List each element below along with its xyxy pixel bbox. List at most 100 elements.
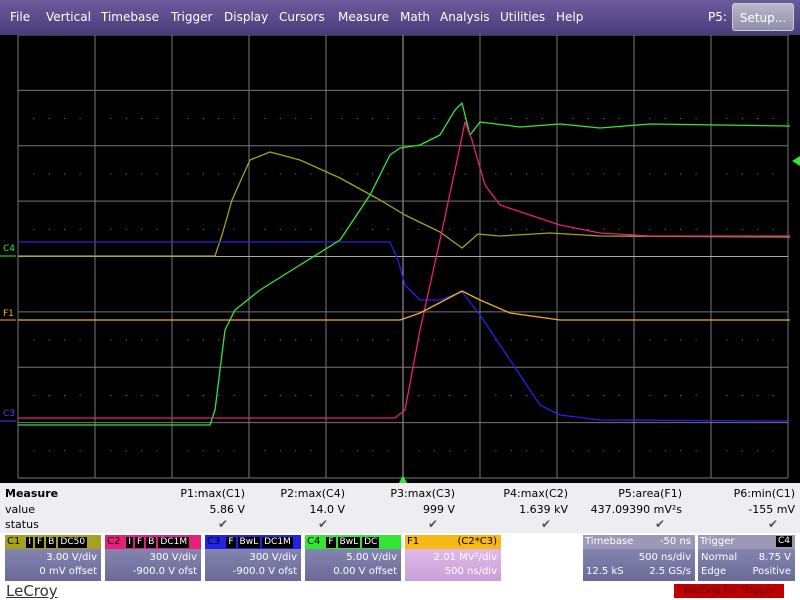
grid-dot bbox=[587, 173, 589, 175]
grid-dot bbox=[418, 118, 420, 120]
grid-dot bbox=[310, 450, 312, 452]
grid-dot bbox=[264, 339, 266, 341]
menu-item[interactable]: File bbox=[10, 10, 31, 24]
grid-dot bbox=[587, 339, 589, 341]
channel-name: C1 bbox=[7, 536, 21, 547]
grid-dot bbox=[603, 394, 605, 396]
grid-dot bbox=[64, 339, 66, 341]
timebase-scale: 500 ns/div bbox=[638, 552, 691, 563]
grid-dot bbox=[757, 118, 759, 120]
grid-dot bbox=[680, 339, 682, 341]
grid-dot bbox=[141, 228, 143, 230]
grid-dot bbox=[664, 394, 666, 396]
grid-dot bbox=[695, 394, 697, 396]
grid-dot bbox=[110, 394, 112, 396]
grid-dot bbox=[664, 118, 666, 120]
grid-dot bbox=[664, 450, 666, 452]
grid-dot bbox=[541, 339, 543, 341]
grid-dot bbox=[418, 228, 420, 230]
grid-dot bbox=[757, 173, 759, 175]
grid-dot bbox=[341, 118, 343, 120]
param-value: 5.86 V bbox=[209, 503, 245, 516]
menu-item[interactable]: Help bbox=[556, 10, 584, 24]
grid-dot bbox=[79, 228, 81, 230]
menu-item[interactable]: Timebase bbox=[101, 10, 159, 24]
setup-button[interactable]: Setup... bbox=[732, 3, 794, 31]
channel-descriptor[interactable]: C4 F BwL DC 5.00 V/div 0.00 V offset bbox=[305, 535, 401, 581]
grid-dot bbox=[433, 339, 435, 341]
grid-dot bbox=[310, 228, 312, 230]
grid-dot bbox=[772, 394, 774, 396]
grid-dot bbox=[680, 228, 682, 230]
grid-dot bbox=[387, 339, 389, 341]
menu-item[interactable]: Cursors bbox=[279, 10, 325, 24]
grid-dot bbox=[33, 450, 35, 452]
channel-header: C3 F BwL DC1M bbox=[205, 535, 301, 549]
menu-item[interactable]: Measure bbox=[338, 10, 389, 24]
grid-dot bbox=[125, 173, 127, 175]
channel-tag: DC bbox=[362, 537, 380, 548]
menu-item[interactable]: Analysis bbox=[440, 10, 490, 24]
grid-dot bbox=[356, 339, 358, 341]
marker-c3: C3 bbox=[3, 409, 15, 419]
grid-dot bbox=[618, 339, 620, 341]
grid-dot bbox=[449, 394, 451, 396]
grid-dot bbox=[125, 228, 127, 230]
marker-c4: C4 bbox=[3, 244, 15, 254]
grid-dot bbox=[64, 228, 66, 230]
grid-dot bbox=[541, 173, 543, 175]
grid-dot bbox=[310, 394, 312, 396]
grid-dot bbox=[772, 339, 774, 341]
channel-tag: DC50 bbox=[58, 537, 88, 548]
menu-item[interactable]: Math bbox=[400, 10, 431, 24]
grid-dot bbox=[79, 394, 81, 396]
grid-dot bbox=[79, 450, 81, 452]
status-check: ✔ bbox=[428, 517, 439, 531]
grid-dot bbox=[572, 394, 574, 396]
grid-dot bbox=[218, 173, 220, 175]
grid-dot bbox=[757, 339, 759, 341]
status-indicator: Waiting for Trigger bbox=[674, 584, 784, 598]
channel-descriptor[interactable]: C2 I F B DC1M 300 V/div -900.0 V ofst bbox=[105, 535, 201, 581]
param-value: 437.09390 mV²s bbox=[590, 503, 682, 516]
channel-tag: F bbox=[226, 537, 236, 548]
menu-item[interactable]: Vertical bbox=[46, 10, 91, 24]
grid-dot bbox=[218, 339, 220, 341]
grid-dot bbox=[372, 118, 374, 120]
grid-dot bbox=[649, 118, 651, 120]
grid-dot bbox=[110, 450, 112, 452]
trigger-level: 8.75 V bbox=[758, 552, 791, 563]
grid-dot bbox=[264, 450, 266, 452]
timebase-descriptor[interactable]: Timebase -50 ns 500 ns/div 12.5 kS 2.5 GS/s bbox=[583, 535, 695, 581]
trigger-descriptor[interactable]: Trigger C4 Normal 8.75 V Edge Positive bbox=[698, 535, 795, 581]
menu-item[interactable]: Trigger bbox=[171, 10, 213, 24]
grid-dot bbox=[372, 228, 374, 230]
trigger-body: Normal 8.75 V Edge Positive bbox=[698, 549, 795, 581]
param-label: P6:min(C1) bbox=[733, 487, 795, 500]
grid-dot bbox=[510, 228, 512, 230]
grid-dot bbox=[695, 450, 697, 452]
channel-tag: F bbox=[135, 537, 145, 548]
grid-dot bbox=[680, 394, 682, 396]
channel-descriptor[interactable]: C1 I F B DC50 3.00 V/div 0 mV offset bbox=[5, 535, 101, 581]
grid-dot bbox=[218, 450, 220, 452]
grid-dot bbox=[618, 394, 620, 396]
grid-dot bbox=[618, 118, 620, 120]
grid-dot bbox=[48, 394, 50, 396]
grid-dot bbox=[572, 173, 574, 175]
menu-item[interactable]: Utilities bbox=[500, 10, 546, 24]
grid-dot bbox=[341, 339, 343, 341]
grid-dot bbox=[187, 450, 189, 452]
channel-descriptor[interactable]: C3 F BwL DC1M 300 V/div -900.0 V ofst bbox=[205, 535, 301, 581]
grid-dot bbox=[510, 394, 512, 396]
grid-dot bbox=[356, 394, 358, 396]
grid-dot bbox=[587, 394, 589, 396]
grid-dot bbox=[649, 450, 651, 452]
math-descriptor[interactable]: F1 (C2*C3) 2.01 MV²/div 500 ns/div bbox=[405, 535, 501, 581]
grid-dot bbox=[741, 450, 743, 452]
grid-dot bbox=[218, 228, 220, 230]
menu-item[interactable]: Display bbox=[224, 10, 269, 24]
channel-scale: 3.00 V/div bbox=[46, 552, 97, 563]
grid-dot bbox=[187, 228, 189, 230]
grid-dot bbox=[64, 394, 66, 396]
